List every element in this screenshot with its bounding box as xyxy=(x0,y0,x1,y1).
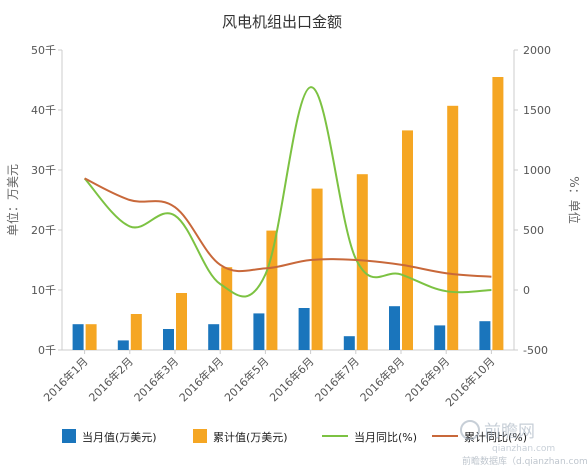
bar-cumulative xyxy=(176,293,187,350)
y-left-tick-label: 40千 xyxy=(31,104,56,117)
bar-cumulative xyxy=(130,314,142,350)
watermark-note: 前瞻数据库（d.qianzhan.com） xyxy=(462,455,588,467)
bar-monthly xyxy=(298,308,310,350)
y-left-tick-label: 50千 xyxy=(31,44,56,57)
y-left-tick-label: 30千 xyxy=(31,164,56,177)
y-right-tick-label: -500 xyxy=(523,344,548,357)
y-left-axis-title: 单位：万美元 xyxy=(5,164,20,236)
bars xyxy=(72,77,504,350)
bar-monthly xyxy=(343,336,355,350)
x-tick-label: 2016年7月 xyxy=(312,354,362,404)
y-right-tick-label: 1500 xyxy=(523,104,551,117)
y-left-tick-labels: 0千 10千 20千 30千 40千 50千 xyxy=(31,44,56,357)
bar-monthly xyxy=(389,306,400,350)
watermark-url: qianzhan.com xyxy=(492,444,555,454)
bar-cumulative xyxy=(221,267,233,350)
bar-cumulative xyxy=(447,105,459,350)
x-tick-label: 2016年4月 xyxy=(176,354,226,404)
x-tick-label: 2016年8月 xyxy=(357,354,407,404)
bar-cumulative xyxy=(266,230,278,350)
legend-swatch xyxy=(62,429,76,443)
y-left-tick-label: 0千 xyxy=(38,344,56,357)
y-right-tick-labels: -500 0 500 1000 1500 2000 xyxy=(523,44,551,357)
watermark: 前瞻网 qianzhan.com 前瞻数据库（d.qianzhan.com） xyxy=(460,420,588,467)
y-right-tick-label: 500 xyxy=(523,224,544,237)
bar-cumulative xyxy=(492,77,504,350)
y-right-tick-label: 2000 xyxy=(523,44,551,57)
bar-cumulative xyxy=(356,174,368,350)
legend-label: 当月值(万美元) xyxy=(82,430,157,444)
x-tick-label: 2016年6月 xyxy=(267,354,317,404)
y-left-tick-label: 20千 xyxy=(31,224,56,237)
line-monthly-yoy xyxy=(83,86,492,298)
bar-monthly xyxy=(434,325,446,350)
bar-monthly xyxy=(253,313,265,350)
x-tick-labels: 2016年1月2016年2月2016年3月2016年4月2016年5月2016年… xyxy=(41,354,498,409)
x-tick-label: 2016年9月 xyxy=(402,354,452,404)
bar-cumulative xyxy=(402,130,413,350)
legend-swatch xyxy=(193,429,207,443)
legend: 当月值(万美元) 累计值(万美元) 当月同比(%) 累计同比(%) xyxy=(62,429,527,444)
bar-monthly xyxy=(117,340,129,350)
y-right-tick-label: 0 xyxy=(523,284,530,297)
legend-label: 累计同比(%) xyxy=(464,431,527,444)
bar-cumulative xyxy=(311,188,323,350)
bar-monthly xyxy=(72,324,84,350)
bar-cumulative xyxy=(85,324,97,350)
watermark-brand: 前瞻网 xyxy=(484,422,535,442)
chart-title: 风电机组出口金额 xyxy=(222,13,342,31)
y-right-tick-label: 1000 xyxy=(523,164,551,177)
legend-label: 当月同比(%) xyxy=(354,430,417,444)
lines xyxy=(83,86,492,298)
legend-label: 累计值(万美元) xyxy=(213,431,288,444)
x-tick-label: 2016年1月 xyxy=(41,354,91,404)
x-tick-label: 2016年3月 xyxy=(131,354,181,404)
bar-monthly xyxy=(163,329,174,350)
watermark-logo-icon xyxy=(460,420,480,440)
x-tick-label: 2016年2月 xyxy=(86,354,136,404)
bar-monthly xyxy=(208,324,220,350)
bar-monthly xyxy=(479,321,491,350)
line-cumulative-yoy xyxy=(84,177,492,278)
x-tick-label: 2016年5月 xyxy=(221,354,271,404)
y-right-axis-title: %：单位 xyxy=(567,176,582,223)
y-left-tick-label: 10千 xyxy=(31,284,56,297)
